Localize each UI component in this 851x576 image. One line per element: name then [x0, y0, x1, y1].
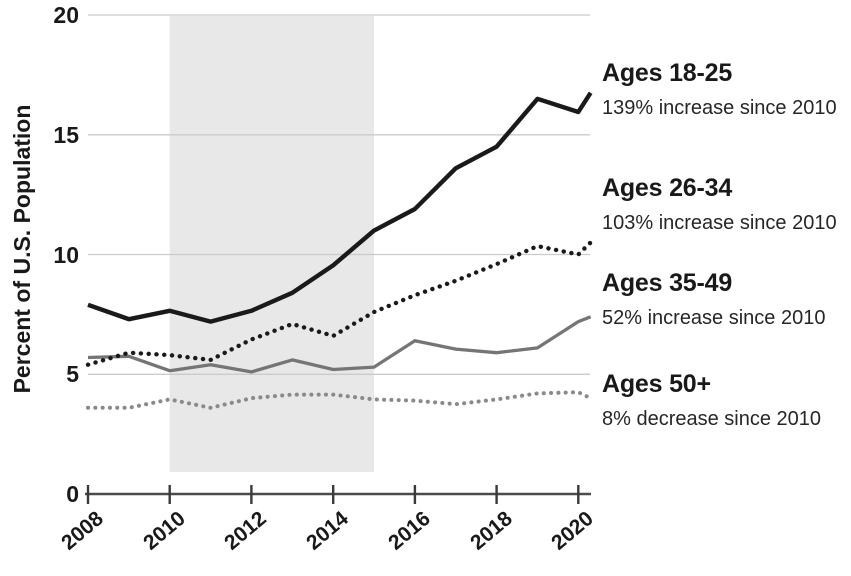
shaded-region-2010-2015	[169, 16, 374, 472]
series-line-ages-50-	[86, 390, 593, 410]
legend-annotation: 139% increase since 2010	[602, 97, 837, 119]
y-tick-label-0: 0	[66, 481, 79, 507]
legend-item-ages-35-49: Ages 35-49 52% increase since 2010	[602, 268, 847, 330]
legend-item-ages-50plus: Ages 50+ 8% decrease since 2010	[602, 369, 847, 431]
series-line-ages-35-49	[87, 315, 592, 374]
series-line-ages-26-34	[85, 240, 593, 367]
y-tick-label-15: 15	[53, 122, 79, 148]
legend-label: Ages 26-34	[602, 174, 733, 202]
legend-label: Ages 18-25	[602, 59, 733, 87]
legend-annotation: 103% increase since 2010	[602, 212, 837, 234]
legend-item-ages-26-34: Ages 26-34 103% increase since 2010	[602, 173, 847, 235]
legend-label: Ages 50+	[602, 370, 711, 398]
series-line-ages-18-25	[87, 91, 593, 324]
legend-annotation: 52% increase since 2010	[602, 307, 826, 329]
y-tick-label-10: 10	[53, 242, 79, 268]
y-tick-label-20: 20	[53, 2, 79, 28]
legend-annotation: 8% decrease since 2010	[602, 408, 822, 430]
legend-item-ages-18-25: Ages 18-25 139% increase since 2010	[602, 58, 847, 120]
y-tick-label-5: 5	[66, 361, 79, 387]
legend-label: Ages 35-49	[602, 269, 733, 297]
